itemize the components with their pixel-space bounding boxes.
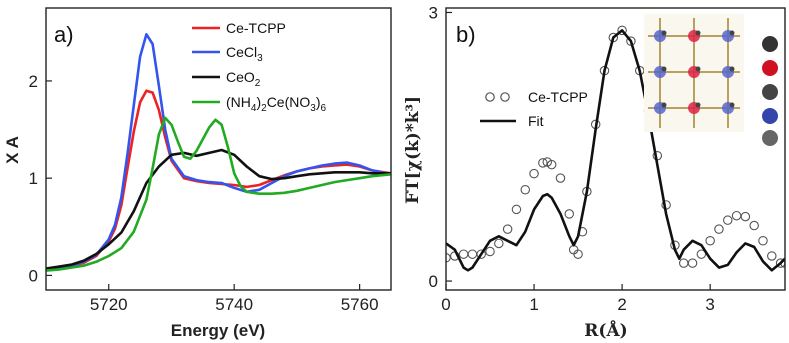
y-tick-label-b-0: 0 <box>429 272 438 291</box>
legend-label-cerium-ammonium-nitrate: (NH4)2Ce(NO3)6 <box>226 94 326 114</box>
data-point-ce-tcpp-35 <box>723 215 733 225</box>
panel-label-a: a) <box>54 22 74 47</box>
data-point-ce-tcpp-33 <box>705 236 715 246</box>
x-axis-label-b: R(Å) <box>584 319 627 341</box>
legend-swatch-ce-tcpp-data-2 <box>500 92 510 102</box>
sphere-icon-5 <box>762 130 778 146</box>
data-point-ce-tcpp-7 <box>502 224 513 234</box>
series-line-cecl3 <box>46 33 391 270</box>
mof-structure-inset <box>644 14 744 132</box>
sphere-icon-4 <box>762 108 778 124</box>
data-point-ce-tcpp-31 <box>687 258 698 268</box>
data-point-ce-tcpp-17 <box>573 249 583 259</box>
data-point-ce-tcpp-37 <box>740 211 751 222</box>
panel-a: 5720 5740 5760 0 1 2 a) Energy (eV) X A Ce-TC… <box>3 7 392 340</box>
y-tick-label-a-1: 1 <box>29 169 38 188</box>
series-line-fit-b <box>446 29 785 272</box>
y-tick-label-a-0: 0 <box>29 266 38 285</box>
data-point-ce-tcpp-13 <box>546 159 557 170</box>
data-point-ce-tcpp-10 <box>529 168 539 179</box>
x-tick-label-a-5720: 5720 <box>90 295 128 314</box>
y-axis-label-a: X A <box>3 136 22 164</box>
legend-label-ce-tcpp-b: Ce-TCPP <box>528 89 588 105</box>
y-tick-label-a-2: 2 <box>29 72 38 91</box>
data-point-ce-tcpp-9 <box>520 184 530 195</box>
legend-a: Ce-TCPP CeCl3 CeO2 (NH4)2Ce(NO3)6 <box>192 20 326 114</box>
data-point-ce-tcpp-11 <box>538 158 548 168</box>
data-point-ce-tcpp-8 <box>511 204 522 215</box>
data-point-ce-tcpp-0 <box>446 253 451 263</box>
x-tick-label-b-3: 3 <box>705 295 714 314</box>
series-line-nh4-2ce-no3-6 <box>46 116 391 272</box>
data-point-ce-tcpp-14 <box>555 173 566 183</box>
x-tick-label-b-2: 2 <box>617 295 626 314</box>
legend-label-cecl3: CeCl3 <box>226 44 263 64</box>
data-point-ce-tcpp-6 <box>494 238 504 249</box>
data-point-ce-tcpp-4 <box>476 249 486 259</box>
sphere-icon-1 <box>762 36 778 52</box>
data-point-ce-tcpp-5 <box>485 246 495 257</box>
legend-swatch-ce-tcpp-data <box>485 92 495 102</box>
data-point-ce-tcpp-34 <box>714 224 724 234</box>
data-point-ce-tcpp-32 <box>696 249 707 259</box>
x-axis-label-a: Energy (eV) <box>171 321 265 340</box>
legend-label-fit: Fit <box>528 113 544 129</box>
data-point-ce-tcpp-30 <box>678 258 689 268</box>
data-point-ce-tcpp-38 <box>749 220 759 231</box>
x-tick-label-a-5740: 5740 <box>215 295 253 314</box>
x-tick-label-b-0: 0 <box>441 295 450 314</box>
x-tick-label-b-1: 1 <box>529 295 538 314</box>
y-tick-label-b-3: 3 <box>429 3 438 22</box>
data-point-ce-tcpp-39 <box>758 236 768 246</box>
plot-frame-b <box>445 7 786 291</box>
data-point-ce-tcpp-40 <box>767 251 777 261</box>
data-point-ce-tcpp-36 <box>731 210 742 221</box>
panel-label-b: b) <box>456 22 476 47</box>
panel-b: 0 1 2 3 0 3 b) R(Å) FT[χ(k)*k³] Ce-TCPP Fit <box>403 3 786 341</box>
data-point-ce-tcpp-23 <box>617 25 627 36</box>
plot-frame-a <box>45 7 392 291</box>
series-line-ceo2 <box>46 148 391 270</box>
legend-b: Ce-TCPP Fit <box>480 89 588 129</box>
data-point-ce-tcpp-2 <box>458 249 469 259</box>
x-tick-label-a-5760: 5760 <box>341 295 379 314</box>
y-axis-label-b: FT[χ(k)*k³] <box>403 96 423 204</box>
legend-label-ceo2: CeO2 <box>226 69 261 89</box>
data-point-ce-tcpp-15 <box>564 209 575 219</box>
data-point-ce-tcpp-3 <box>467 249 478 259</box>
series-line-ce-tcpp <box>46 89 391 270</box>
sphere-icon-3 <box>762 84 778 100</box>
sphere-icon-2 <box>762 60 778 76</box>
atom-legend-spheres <box>762 36 778 146</box>
legend-label-ce-tcpp: Ce-TCPP <box>226 20 286 36</box>
